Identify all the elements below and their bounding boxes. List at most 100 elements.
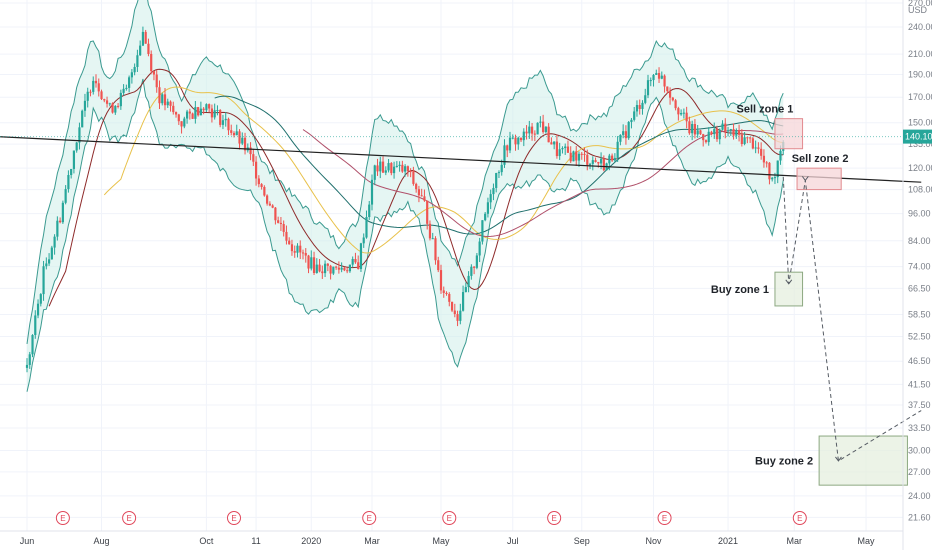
candle-body [638, 105, 641, 109]
candle-body [583, 153, 586, 155]
candle-body [740, 134, 743, 145]
candle-body [332, 266, 335, 274]
candle-body [326, 263, 329, 266]
candle-body [663, 75, 666, 87]
candle-body [547, 126, 550, 143]
earnings-marker[interactable] [442, 511, 457, 525]
candle-body [271, 205, 274, 208]
candle-body [439, 270, 443, 291]
candle-body [169, 101, 172, 106]
candle-body [696, 130, 699, 135]
y-tick-label: 170.00 [908, 92, 932, 102]
price-axis[interactable]: 270.00 240.00 210.00 190.00 170.00 150.00 135.… [908, 0, 932, 522]
candle-body [285, 231, 288, 241]
candle-body [260, 184, 263, 187]
sell-zone-box[interactable] [796, 167, 842, 191]
candle-body [453, 310, 456, 315]
candle-body [105, 100, 109, 104]
trendline[interactable] [0, 136, 922, 183]
y-tick-label: 41.50 [908, 379, 931, 389]
candle-body [456, 314, 459, 321]
y-tick-label: 46.50 [908, 356, 931, 366]
x-tick-label: Mar [787, 536, 803, 546]
candle-body [254, 161, 258, 179]
candle-body [641, 102, 644, 109]
candle-body [241, 137, 244, 144]
candle-body [484, 213, 487, 221]
candle-body [652, 74, 655, 81]
candle-body [108, 103, 111, 105]
earnings-marker[interactable] [547, 511, 562, 525]
candle-body [97, 83, 100, 92]
candle-body [340, 267, 343, 270]
candle-body [729, 129, 732, 131]
candle-body [426, 200, 429, 224]
candle-body [266, 195, 269, 204]
candle-body [180, 121, 183, 127]
candle-body [754, 147, 757, 149]
candle-body [467, 275, 470, 288]
candle-body [25, 364, 29, 368]
candle-body [486, 202, 490, 214]
candle-body [423, 196, 426, 201]
earnings-marker[interactable] [362, 511, 377, 525]
candle-body [448, 293, 451, 302]
candle-body [249, 147, 252, 155]
candle-body [550, 142, 553, 145]
candle-body [464, 287, 467, 293]
buy-zone-box[interactable] [818, 435, 908, 486]
candle-body [365, 217, 368, 238]
candle-body [42, 266, 45, 295]
candle-body [544, 126, 547, 133]
last-price-badge [903, 129, 932, 144]
zone-label: Buy zone 2 [755, 456, 813, 468]
candle-body [216, 110, 219, 112]
earnings-marker-label: E [231, 514, 236, 523]
earnings-marker[interactable] [227, 511, 241, 525]
candle-body [150, 53, 153, 72]
candle-body [139, 45, 142, 56]
candle-body [354, 258, 357, 263]
zone-layer[interactable]: Sell zone 1 Sell zone 2 Buy zone 1 Buy zone… [711, 104, 908, 486]
earnings-marker[interactable] [657, 511, 672, 525]
candle-body [59, 220, 62, 223]
candle-body [749, 137, 752, 139]
candle-body [312, 257, 316, 273]
candle-body [395, 165, 398, 167]
candle-body [525, 131, 528, 134]
y-tick-label: 52.50 [908, 331, 931, 341]
candle-body [213, 110, 216, 118]
candle-body [75, 142, 78, 151]
candle-body [591, 160, 594, 164]
earnings-marker[interactable] [792, 511, 807, 525]
candle-body [277, 220, 280, 223]
candle-body [489, 194, 492, 203]
candle-body [718, 129, 721, 140]
sell-zone-box[interactable] [774, 118, 804, 150]
candle-body [130, 72, 133, 78]
candle-body [779, 150, 782, 161]
candle-body [235, 131, 238, 136]
x-tick-label: Aug [94, 536, 110, 546]
candle-body [310, 257, 313, 269]
candle-body [500, 164, 503, 173]
candle-body [699, 130, 702, 135]
candle-body [726, 130, 730, 132]
candle-body [56, 220, 59, 237]
projection-arrowhead [785, 279, 793, 285]
candle-body [459, 310, 462, 321]
candlestick-series [25, 26, 785, 373]
candle-body [197, 107, 200, 116]
candle-body [172, 105, 175, 113]
candle-body [329, 265, 332, 274]
time-axis[interactable]: Jun Aug Oct 11 2020 Mar May Jul Sep Nov 2021 Mar May [20, 536, 875, 546]
y-tick-label: 37.50 [908, 400, 931, 410]
candle-body [751, 138, 754, 149]
y-tick-label: 30.00 [908, 445, 931, 455]
trendline-layer[interactable] [0, 136, 922, 183]
candle-body [199, 108, 202, 116]
earnings-marker[interactable] [122, 511, 137, 525]
y-tick-label: 84.00 [908, 236, 931, 246]
earnings-marker[interactable] [55, 511, 70, 525]
